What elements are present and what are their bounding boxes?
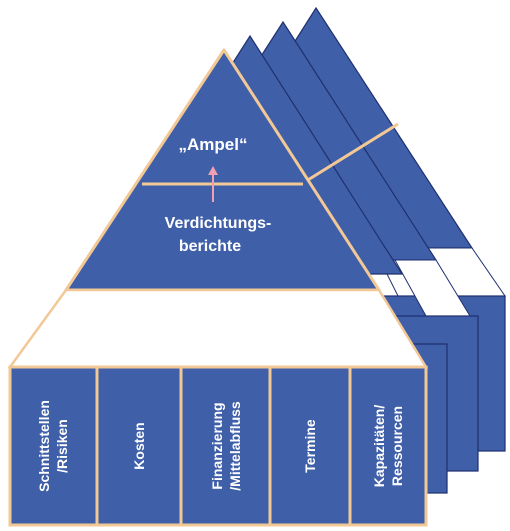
column-3-label-line1: Finanzierung bbox=[209, 402, 225, 489]
arrow-head bbox=[208, 166, 218, 175]
column-1: Schnittstellen /Risiken bbox=[36, 400, 70, 492]
column-5-label-line1: Kapazitäten/ bbox=[371, 405, 387, 488]
column-2-label: Kosten bbox=[131, 422, 147, 469]
column-4-label: Termine bbox=[302, 419, 318, 473]
base-block bbox=[8, 365, 428, 527]
base-connector bbox=[7, 288, 429, 369]
column-5-label-line2: Ressourcen bbox=[389, 406, 405, 486]
column-3: Finanzierung /Mittelabfluss bbox=[209, 401, 243, 491]
column-2: Kosten bbox=[131, 422, 147, 469]
back-fold-line bbox=[302, 122, 399, 185]
middle-tier-label-line1: Verdichtungs- bbox=[165, 215, 272, 232]
column-3-label-line2: /Mittelabfluss bbox=[227, 401, 243, 491]
column-1-label-line2: /Risiken bbox=[54, 419, 70, 473]
top-tier-label: „Ampel“ bbox=[179, 135, 248, 154]
column-1-label-line1: Schnittstellen bbox=[36, 400, 52, 492]
column-4: Termine bbox=[302, 419, 318, 473]
front-pyramid bbox=[7, 48, 429, 527]
middle-tier-label-line2: berichte bbox=[179, 238, 241, 255]
column-5: Kapazitäten/ Ressourcen bbox=[371, 405, 405, 488]
aggregation-arrow bbox=[208, 166, 218, 202]
